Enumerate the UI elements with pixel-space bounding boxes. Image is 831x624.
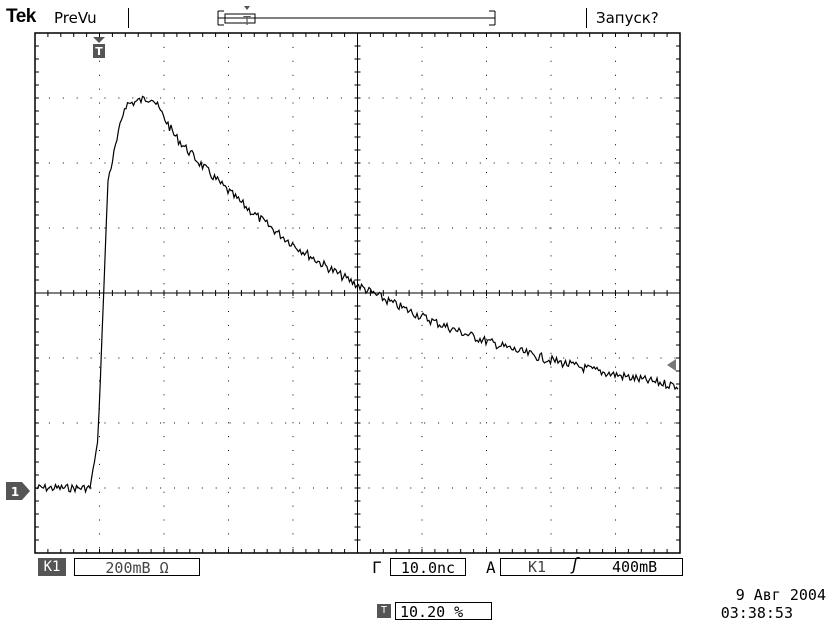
header-separator [586, 8, 587, 28]
header-separator [128, 8, 129, 28]
channel-1-ground-marker: 1 [6, 482, 30, 500]
acquisition-mode: PreVu [54, 9, 97, 27]
svg-text:T: T [242, 14, 251, 28]
volts-per-div-readout[interactable]: 200mВ Ω [74, 558, 200, 577]
graticule [34, 32, 681, 554]
trigger-label: A [486, 558, 496, 577]
trigger-position-icon: T [377, 604, 391, 618]
trigger-level-marker-icon [667, 359, 676, 371]
trigger-level: 400mВ [612, 558, 658, 576]
waveform-trace [35, 95, 679, 495]
channel-1-badge[interactable]: K1 [38, 558, 66, 576]
trigger-marker-icon: T [93, 37, 105, 58]
rising-edge-icon: ʃ [570, 555, 581, 575]
date-readout: 9 Авг 2004 [735, 586, 826, 604]
trigger-position-readout[interactable]: 10.20 % [395, 602, 492, 621]
trigger-position-icon: T [242, 6, 251, 28]
trigger-readout[interactable] [500, 558, 683, 576]
trigger-status: Запуск? [596, 9, 659, 27]
brand-logo: Tek [6, 6, 36, 27]
record-position-indicator[interactable]: T [217, 6, 496, 28]
timebase-label: Г [372, 558, 382, 577]
svg-text:T: T [95, 45, 103, 58]
trigger-source: K1 [528, 558, 547, 576]
time-readout: 03:38:53 [720, 604, 793, 622]
timebase-readout[interactable]: 10.0nс [390, 558, 466, 577]
svg-text:1: 1 [11, 485, 19, 499]
